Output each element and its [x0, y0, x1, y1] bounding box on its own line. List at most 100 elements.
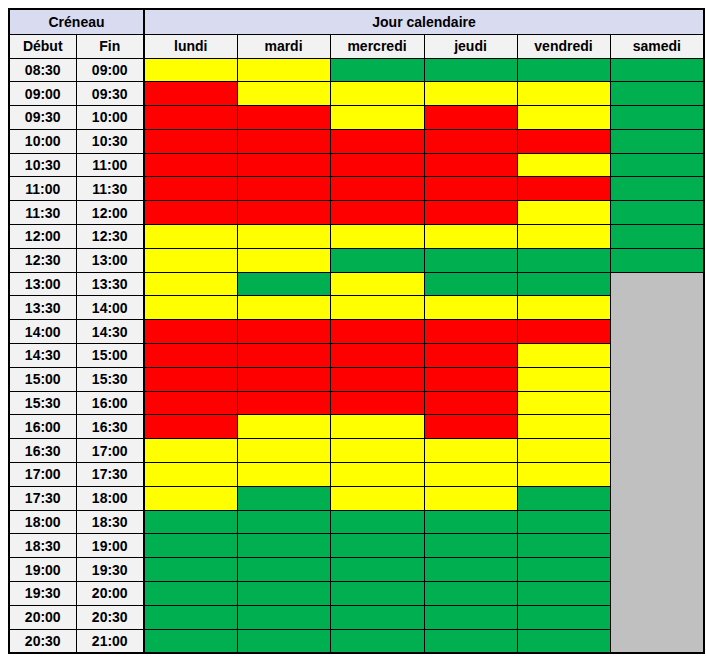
slot-vendredi-1730[interactable] [517, 486, 610, 510]
debut-cell-1800[interactable]: 18:00 [9, 510, 76, 534]
slot-mardi-1600[interactable] [237, 415, 330, 439]
slot-vendredi-1800[interactable] [517, 510, 610, 534]
day-header-mardi[interactable]: mardi [237, 34, 330, 58]
slot-samedi-1030[interactable] [610, 153, 704, 177]
debut-cell-0830[interactable]: 08:30 [9, 58, 76, 82]
fin-cell-1000[interactable]: 10:30 [76, 129, 144, 153]
debut-cell-1830[interactable]: 18:30 [9, 534, 76, 558]
slot-mercredi-1230[interactable] [330, 248, 424, 272]
slot-lundi-1930[interactable] [144, 582, 237, 606]
fin-cell-1230[interactable]: 13:00 [76, 248, 144, 272]
slot-lundi-1300[interactable] [144, 272, 237, 296]
debut-cell-1530[interactable]: 15:30 [9, 391, 76, 415]
slot-lundi-2030[interactable] [144, 629, 237, 653]
slot-mercredi-1330[interactable] [330, 296, 424, 320]
debut-cell-1300[interactable]: 13:00 [9, 272, 76, 296]
slot-lundi-1030[interactable] [144, 153, 237, 177]
debut-cell-1930[interactable]: 19:30 [9, 582, 76, 606]
day-header-lundi[interactable]: lundi [144, 34, 237, 58]
slot-mercredi-1430[interactable] [330, 344, 424, 368]
slot-mardi-1700[interactable] [237, 463, 330, 487]
fin-cell-1400[interactable]: 14:30 [76, 320, 144, 344]
slot-jeudi-2030[interactable] [424, 629, 517, 653]
slot-lundi-1500[interactable] [144, 367, 237, 391]
slot-jeudi-2000[interactable] [424, 605, 517, 629]
slot-mardi-1330[interactable] [237, 296, 330, 320]
fin-cell-1100[interactable]: 11:30 [76, 177, 144, 201]
slot-samedi-1530[interactable] [610, 391, 704, 415]
fin-cell-1700[interactable]: 17:30 [76, 463, 144, 487]
day-header-jeudi[interactable]: jeudi [424, 34, 517, 58]
day-header-mercredi[interactable]: mercredi [330, 34, 424, 58]
slot-mercredi-0830[interactable] [330, 58, 424, 82]
slot-samedi-1400[interactable] [610, 320, 704, 344]
slot-lundi-2000[interactable] [144, 605, 237, 629]
slot-lundi-1330[interactable] [144, 296, 237, 320]
slot-samedi-1930[interactable] [610, 582, 704, 606]
fin-cell-1200[interactable]: 12:30 [76, 225, 144, 249]
debut-cell-1700[interactable]: 17:00 [9, 463, 76, 487]
slot-vendredi-2030[interactable] [517, 629, 610, 653]
fin-cell-1500[interactable]: 15:30 [76, 367, 144, 391]
slot-vendredi-2000[interactable] [517, 605, 610, 629]
slot-lundi-1130[interactable] [144, 201, 237, 225]
slot-lundi-1430[interactable] [144, 344, 237, 368]
slot-samedi-1230[interactable] [610, 248, 704, 272]
slot-vendredi-1930[interactable] [517, 582, 610, 606]
fin-cell-1530[interactable]: 16:00 [76, 391, 144, 415]
slot-mercredi-1400[interactable] [330, 320, 424, 344]
slot-samedi-2000[interactable] [610, 605, 704, 629]
slot-mardi-1630[interactable] [237, 439, 330, 463]
debut-cell-1100[interactable]: 11:00 [9, 177, 76, 201]
slot-vendredi-1530[interactable] [517, 391, 610, 415]
debut-cell-1900[interactable]: 19:00 [9, 558, 76, 582]
slot-samedi-1000[interactable] [610, 129, 704, 153]
jour-calendaire-header[interactable]: Jour calendaire [144, 9, 704, 34]
debut-cell-1500[interactable]: 15:00 [9, 367, 76, 391]
slot-lundi-1730[interactable] [144, 486, 237, 510]
debut-cell-1400[interactable]: 14:00 [9, 320, 76, 344]
slot-mardi-0930[interactable] [237, 106, 330, 130]
slot-mercredi-1100[interactable] [330, 177, 424, 201]
fin-cell-1930[interactable]: 20:00 [76, 582, 144, 606]
fin-cell-2000[interactable]: 20:30 [76, 605, 144, 629]
fin-cell-2030[interactable]: 21:00 [76, 629, 144, 653]
slot-mardi-1800[interactable] [237, 510, 330, 534]
slot-mercredi-1600[interactable] [330, 415, 424, 439]
slot-jeudi-1300[interactable] [424, 272, 517, 296]
slot-vendredi-1000[interactable] [517, 129, 610, 153]
debut-cell-2030[interactable]: 20:30 [9, 629, 76, 653]
slot-jeudi-1500[interactable] [424, 367, 517, 391]
slot-mardi-1730[interactable] [237, 486, 330, 510]
slot-mardi-1530[interactable] [237, 391, 330, 415]
slot-mercredi-1030[interactable] [330, 153, 424, 177]
slot-jeudi-0830[interactable] [424, 58, 517, 82]
slot-vendredi-1700[interactable] [517, 463, 610, 487]
slot-vendredi-0930[interactable] [517, 106, 610, 130]
slot-jeudi-1330[interactable] [424, 296, 517, 320]
slot-jeudi-0900[interactable] [424, 82, 517, 106]
fin-cell-1030[interactable]: 11:00 [76, 153, 144, 177]
debut-cell-1330[interactable]: 13:30 [9, 296, 76, 320]
slot-jeudi-1900[interactable] [424, 558, 517, 582]
slot-mercredi-1630[interactable] [330, 439, 424, 463]
slot-samedi-1330[interactable] [610, 296, 704, 320]
slot-vendredi-1230[interactable] [517, 248, 610, 272]
slot-vendredi-1030[interactable] [517, 153, 610, 177]
slot-mercredi-1930[interactable] [330, 582, 424, 606]
slot-mercredi-1300[interactable] [330, 272, 424, 296]
slot-jeudi-1430[interactable] [424, 344, 517, 368]
slot-vendredi-1500[interactable] [517, 367, 610, 391]
fin-cell-1130[interactable]: 12:00 [76, 201, 144, 225]
debut-cell-1130[interactable]: 11:30 [9, 201, 76, 225]
slot-mardi-1000[interactable] [237, 129, 330, 153]
debut-column-header[interactable]: Début [9, 34, 76, 58]
slot-jeudi-1400[interactable] [424, 320, 517, 344]
slot-lundi-0930[interactable] [144, 106, 237, 130]
day-header-vendredi[interactable]: vendredi [517, 34, 610, 58]
debut-cell-1600[interactable]: 16:00 [9, 415, 76, 439]
slot-mardi-1900[interactable] [237, 558, 330, 582]
slot-samedi-1830[interactable] [610, 534, 704, 558]
slot-lundi-1530[interactable] [144, 391, 237, 415]
fin-cell-1600[interactable]: 16:30 [76, 415, 144, 439]
